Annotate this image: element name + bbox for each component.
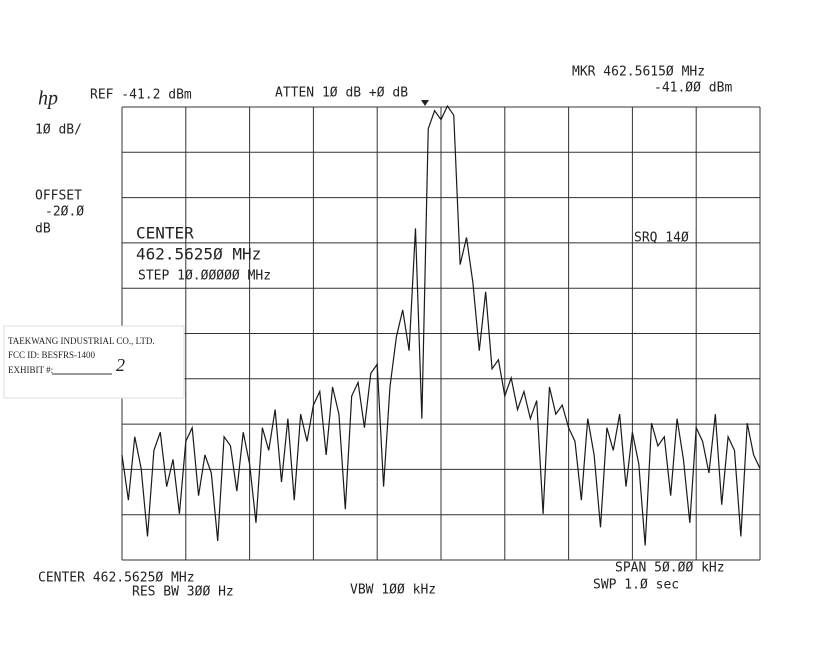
- trace: [121, 104, 761, 546]
- exhibit-number: 2: [116, 355, 125, 375]
- annotation: CENTER: [136, 224, 194, 243]
- graticule: [121, 106, 761, 561]
- annotation: -41.ØØ dBm: [654, 81, 732, 96]
- annotation: 462.5625Ø MHz: [136, 245, 261, 264]
- annotation: MKR 462.5615Ø MHz: [572, 65, 705, 80]
- annotation: OFFSET: [35, 189, 82, 204]
- annotation: SPAN 5Ø.ØØ kHz: [615, 561, 725, 576]
- stamp-exhibit: EXHIBIT #:: [8, 365, 53, 375]
- stamp-company: TAEKWANG INDUSTRIAL CO., LTD.: [8, 336, 155, 346]
- annotation: -2Ø.Ø: [45, 205, 84, 220]
- stamp-box: [3, 325, 185, 399]
- annotation: SWP 1.Ø sec: [593, 578, 679, 593]
- logo: hp: [38, 88, 58, 110]
- annotation: SRQ 14Ø: [634, 231, 689, 246]
- annotation: dB: [35, 222, 51, 237]
- annotation: 1Ø dB/: [35, 123, 82, 138]
- annotation: STEP 1Ø.ØØØØØ MHz: [138, 269, 271, 284]
- annotation: CENTER 462.5625Ø MHz: [38, 571, 195, 586]
- annotation: REF -41.2 dBm: [90, 88, 192, 103]
- annotation: ATTEN 1Ø dB +Ø dB: [275, 86, 408, 101]
- annotation: VBW 1ØØ kHz: [350, 583, 436, 598]
- marker: [421, 100, 429, 106]
- annotation: RES BW 3ØØ Hz: [132, 585, 234, 600]
- stamp-fcc-id: FCC ID: BESFRS-1400: [8, 350, 96, 360]
